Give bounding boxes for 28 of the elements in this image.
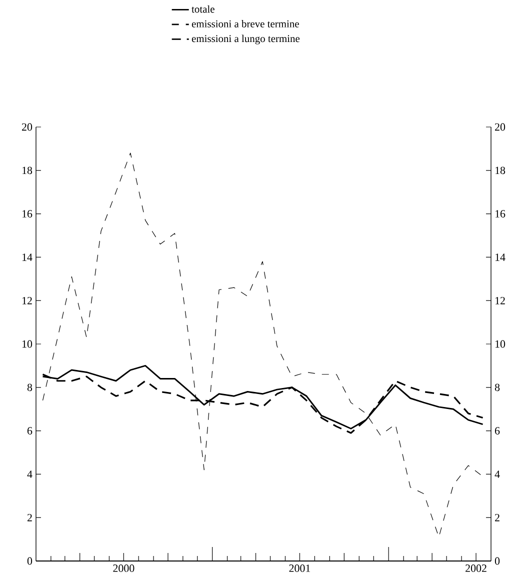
x-tick-label: 2001 (289, 564, 310, 572)
y2-tick-label: 8 (494, 384, 500, 392)
y2-tick-label: 2 (495, 514, 500, 522)
y-tick-label: 20 (22, 123, 32, 131)
y2-tick-label: 14 (495, 254, 506, 261)
y-tick-label: 18 (22, 166, 32, 174)
y2-tick-label: 18 (495, 166, 506, 174)
y2-tick-label: 6 (494, 427, 500, 434)
y-tick-label: 0 (27, 557, 32, 565)
y-tick-label: 8 (27, 384, 32, 392)
y-tick-label: 6 (27, 427, 32, 434)
legend-label: emissioni a breve termine (192, 20, 299, 28)
y2-tick-label: 12 (495, 296, 505, 304)
y2-tick-label: 4 (494, 470, 500, 478)
legend-label: totale (192, 5, 214, 13)
y-tick-label: 12 (22, 296, 32, 304)
y2-tick-label: 20 (495, 123, 506, 131)
y-tick-label: 16 (22, 210, 32, 218)
y-tick-label: 4 (27, 470, 32, 478)
x-tick-label: 2002 (466, 564, 486, 572)
legend-label: emissioni a lungo termine (192, 34, 300, 44)
y-tick-label: 14 (22, 254, 32, 261)
x-tick-label: 2000 (113, 564, 134, 572)
y-tick-label: 2 (27, 514, 32, 522)
y2-tick-label: 0 (494, 557, 500, 565)
y2-tick-label: 16 (495, 210, 506, 218)
y-tick-label: 10 (22, 340, 32, 348)
y2-tick-label: 10 (495, 340, 506, 348)
